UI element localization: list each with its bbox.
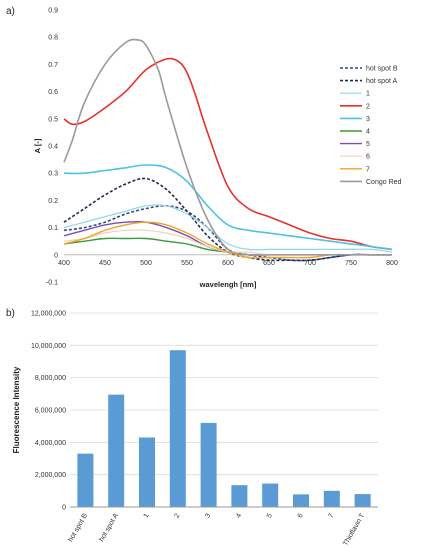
x-tick-label: 7: [328, 512, 336, 519]
x-tick-label: 600: [222, 260, 234, 267]
bar: [231, 485, 248, 507]
y-tick-label: 0.4: [48, 144, 58, 151]
y-tick-label: 10,000,000: [31, 343, 66, 350]
legend-label: 3: [366, 116, 370, 123]
x-axis-ticks: 400 450 500 550 600 650 700 750 800: [58, 260, 398, 267]
x-tick-label: 6: [297, 512, 305, 519]
x-tick-label: 400: [58, 260, 70, 267]
gridlines: [70, 312, 378, 476]
panel-b-label: b): [6, 308, 15, 319]
x-tick-label: 2: [174, 512, 182, 519]
fluorescence-bar-chart: 0 2,000,000 4,000,000 6,000,000 8,000,000 10,…: [12, 311, 378, 547]
series-lines: [63, 38, 393, 262]
series-line-2: [63, 204, 393, 253]
y-tick-label: 0.8: [48, 35, 58, 42]
x-tick-label: 750: [345, 260, 357, 267]
legend-label: hot spot B: [366, 66, 398, 73]
bar: [139, 437, 155, 507]
legend: hot spot B hot spot A 1 2 3 4 5 6 7 Congo Red: [340, 66, 402, 186]
y-tick-label: 6,000,000: [35, 408, 66, 415]
bar: [77, 453, 94, 507]
x-tick-label: Thioflavin T: [342, 512, 366, 547]
legend-label: 2: [366, 103, 370, 110]
x-tick-label: hot spot A: [98, 512, 120, 543]
bar: [354, 494, 371, 507]
x-tick-label: 800: [386, 260, 398, 267]
x-tick-label: 500: [140, 260, 152, 267]
series-line-3: [63, 57, 393, 251]
x-tick-label: 700: [304, 260, 316, 267]
legend-label: hot spot A: [366, 78, 397, 85]
series-line-9: [63, 38, 393, 256]
y-axis-ticks: -0.1 0 0.1 0.2 0.3 0.4 0.5 0.6 0.7 0.8 0.9: [46, 8, 58, 287]
x-tick-label: hot spot B: [67, 512, 89, 543]
y-tick-label: 0.2: [48, 198, 58, 205]
y-tick-label: 0.5: [48, 116, 58, 123]
x-tick-label: 450: [99, 260, 111, 267]
y-axis-label: Fluorescence Intensity: [12, 366, 21, 453]
x-axis-label: wavelengh [nm]: [199, 280, 257, 289]
panel-a-label: a): [6, 6, 15, 17]
x-tick-label: 1: [143, 512, 151, 519]
bar: [293, 494, 309, 507]
series-line-4: [63, 164, 393, 251]
legend-label: 7: [366, 166, 370, 173]
y-tick-label: 0.3: [48, 171, 58, 178]
x-tick-label: 4: [235, 512, 243, 519]
x-tick-label: 550: [181, 260, 193, 267]
legend-label: Congo Red: [366, 179, 402, 186]
legend-label: 4: [366, 129, 370, 136]
bar: [169, 350, 186, 507]
legend-label: 6: [366, 154, 370, 161]
y-tick-label: 2,000,000: [35, 472, 66, 479]
legend-label: 5: [366, 141, 370, 148]
y-tick-label: -0.1: [46, 280, 58, 287]
bar: [323, 490, 340, 507]
x-tick-label: 650: [263, 260, 275, 267]
y-tick-label: 12,000,000: [31, 311, 66, 318]
series-line-0: [63, 204, 393, 262]
bar: [200, 422, 217, 507]
x-axis-ticks: hot spot B hot spot A 1 2 3 4 5 6 7 Thioflavin T: [67, 512, 366, 547]
absorbance-line-chart: -0.1 0 0.1 0.2 0.3 0.4 0.5 0.6 0.7 0.8 0.9 400 450 5…: [33, 8, 402, 290]
legend-label: 1: [366, 91, 370, 98]
x-tick-label: 3: [204, 512, 212, 519]
bars: [77, 350, 371, 507]
bar: [262, 483, 279, 507]
y-tick-label: 4,000,000: [35, 440, 66, 447]
y-axis-label: A [-]: [33, 138, 42, 153]
y-tick-label: 0.6: [48, 89, 58, 96]
y-tick-label: 0: [62, 505, 66, 512]
bar: [108, 394, 125, 507]
y-tick-label: 0: [54, 252, 58, 259]
y-tick-label: 8,000,000: [35, 375, 66, 382]
y-axis-ticks: 0 2,000,000 4,000,000 6,000,000 8,000,000 10,…: [31, 311, 66, 512]
x-tick-label: 5: [266, 512, 274, 519]
y-tick-label: 0.7: [48, 62, 58, 69]
y-tick-label: 0.9: [48, 8, 58, 15]
y-tick-label: 0.1: [48, 225, 58, 232]
